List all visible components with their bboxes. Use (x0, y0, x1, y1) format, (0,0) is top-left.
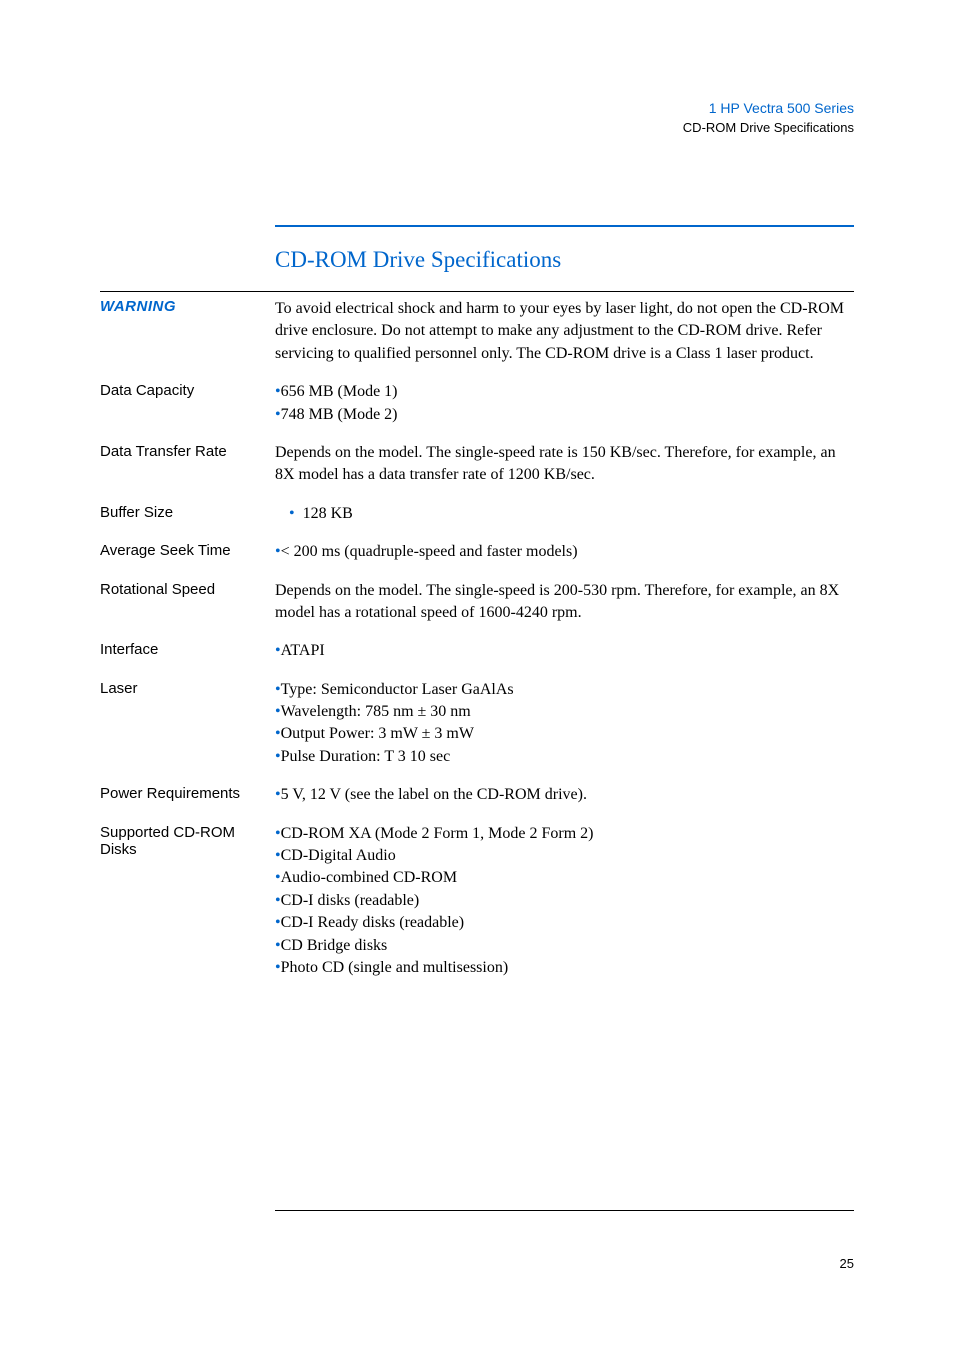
warning-label: WARNING (100, 291, 275, 315)
spec-data-capacity: Data Capacity •656 MB (Mode 1) •748 MB (… (100, 381, 854, 426)
spec-label: Data Capacity (100, 381, 275, 399)
spec-label: Rotational Speed (100, 580, 275, 598)
spec-data-transfer-rate: Data Transfer Rate Depends on the model.… (100, 442, 854, 487)
spec-value: •CD-ROM XA (Mode 2 Form 1, Mode 2 Form 2… (275, 823, 854, 980)
spec-label: Supported CD-ROM Disks (100, 823, 275, 858)
footer-rule (275, 1210, 854, 1211)
header-chapter: 1 HP Vectra 500 Series (100, 100, 854, 116)
spec-label: Data Transfer Rate (100, 442, 275, 460)
section-title: CD-ROM Drive Specifications (275, 247, 854, 273)
page-number: 25 (840, 1256, 854, 1271)
spec-average-seek-time: Average Seek Time •< 200 ms (quadruple-s… (100, 541, 854, 563)
spec-value: •ATAPI (275, 640, 854, 662)
spec-label: Average Seek Time (100, 541, 275, 559)
spec-buffer-size: Buffer Size • 128 KB (100, 503, 854, 525)
spec-label: Power Requirements (100, 784, 275, 802)
spec-value: •Type: Semiconductor Laser GaAlAs •Wavel… (275, 679, 854, 769)
spec-label: Interface (100, 640, 275, 658)
warning-text: To avoid electrical shock and harm to yo… (275, 291, 854, 365)
spec-power-requirements: Power Requirements •5 V, 12 V (see the l… (100, 784, 854, 806)
spec-value: • 128 KB (275, 503, 854, 525)
spec-value: •< 200 ms (quadruple-speed and faster mo… (275, 541, 854, 563)
warning-row: WARNING To avoid electrical shock and ha… (100, 291, 854, 365)
spec-interface: Interface •ATAPI (100, 640, 854, 662)
spec-laser: Laser •Type: Semiconductor Laser GaAlAs … (100, 679, 854, 769)
spec-supported-disks: Supported CD-ROM Disks •CD-ROM XA (Mode … (100, 823, 854, 980)
spec-value: •5 V, 12 V (see the label on the CD-ROM … (275, 784, 854, 806)
section-rule (275, 225, 854, 227)
spec-value: Depends on the model. The single-speed i… (275, 580, 854, 625)
bullet-icon: • (289, 505, 295, 522)
spec-value: •656 MB (Mode 1) •748 MB (Mode 2) (275, 381, 854, 426)
page-header: 1 HP Vectra 500 Series CD-ROM Drive Spec… (100, 100, 854, 135)
spec-rotational-speed: Rotational Speed Depends on the model. T… (100, 580, 854, 625)
spec-label: Laser (100, 679, 275, 697)
spec-label: Buffer Size (100, 503, 275, 521)
header-section: CD-ROM Drive Specifications (100, 120, 854, 135)
spec-value: Depends on the model. The single-speed r… (275, 442, 854, 487)
